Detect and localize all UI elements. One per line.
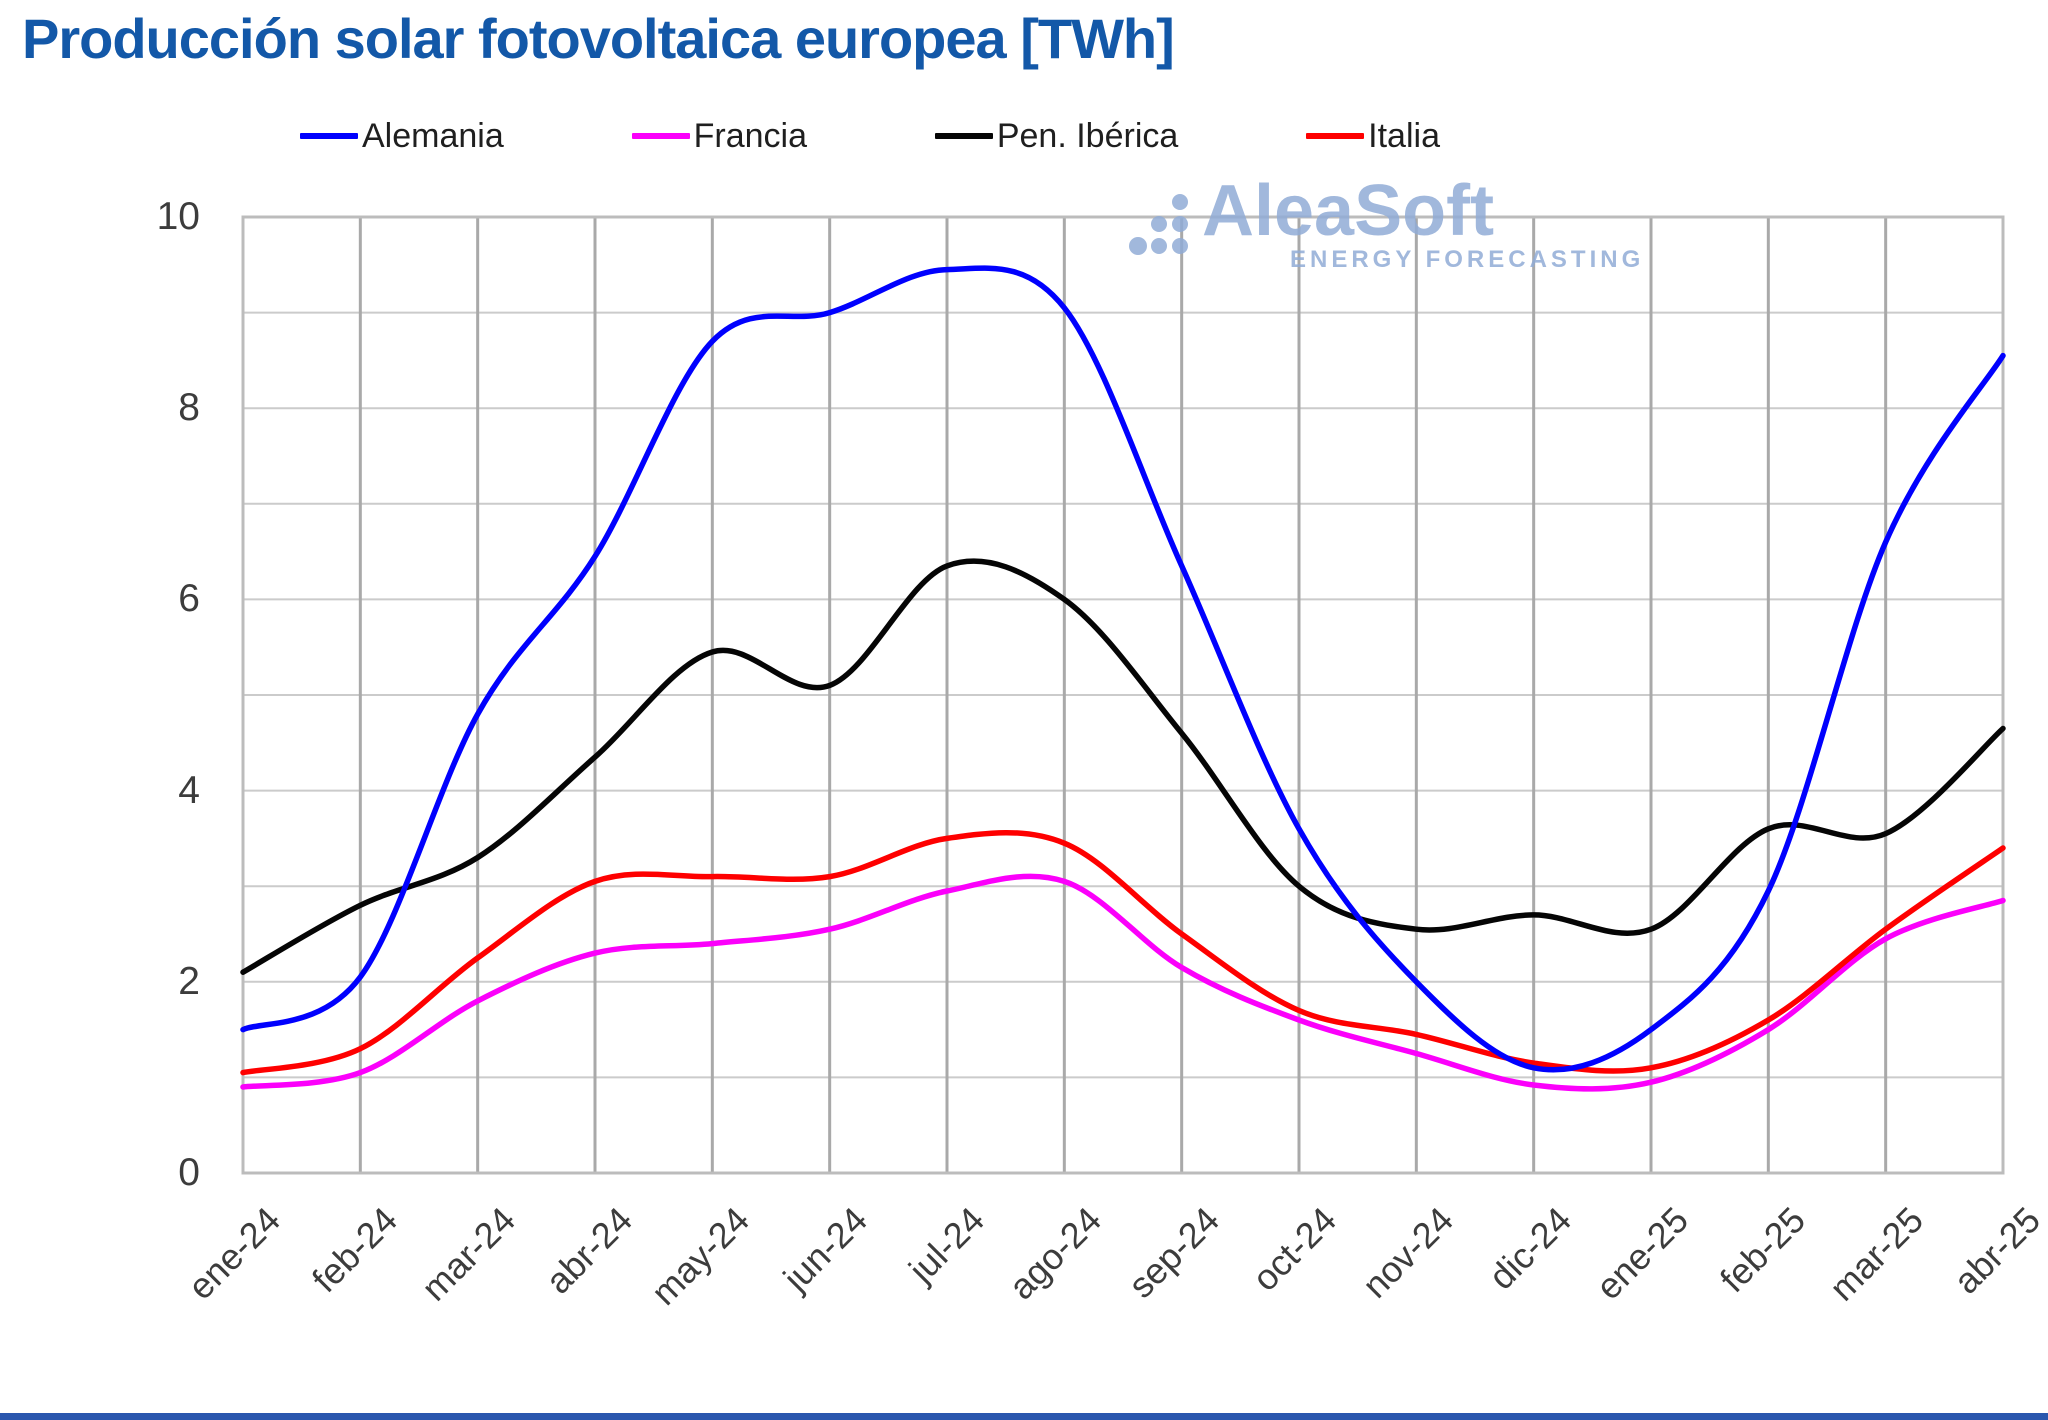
logo-name: AleaSoft [1202,171,1495,251]
grid-layer [241,215,2005,1175]
legend-item-italia: Italia [1306,117,1440,156]
legend-label-alemania: Alemania [362,116,504,155]
y-tick-label: 4 [178,768,200,812]
y-tick-label: 2 [178,959,200,1003]
y-tick-label: 8 [178,386,200,430]
series-line-italia [240,829,2006,1076]
legend-swatch-pen-iberica [934,133,993,139]
series-line-francia [240,873,2006,1092]
legend-item-pen-iberica: Pen. Ibérica [934,116,1179,156]
legend-label-francia: Francia [693,116,807,155]
legend-swatch-francia [631,133,690,139]
legend-item-francia: Francia [631,116,807,156]
legend-swatch-alemania [300,133,358,139]
y-tick-label: 10 [156,195,200,238]
y-tick-label: 6 [178,577,200,621]
logo-subtitle: ENERGY FORECASTING [1290,246,1645,273]
chart-title: Producción solar fotovoltaica europea [T… [22,7,1175,70]
legend-label-italia: Italia [1368,116,1440,155]
legend-label-pen-iberica: Pen. Ibérica [996,116,1179,155]
series-layer [240,265,2006,1092]
aleasoft-dots-icon [1129,194,1188,255]
legend: Alemania Francia Pen. Ibérica Italia [300,114,1440,158]
y-tick-label: 0 [178,1151,200,1194]
legend-swatch-italia [1306,133,1365,139]
series-line-pen-ib-rica [240,558,2006,975]
series-line-alemania [240,265,2006,1073]
legend-item-alemania: Alemania [300,117,504,156]
logo-text-block: AleaSoft ENERGY FORECASTING [1202,171,1645,274]
bottom-accent-bar [0,1413,2048,1420]
aleasoft-watermark-logo: AleaSoft ENERGY FORECASTING [1128,171,1645,274]
